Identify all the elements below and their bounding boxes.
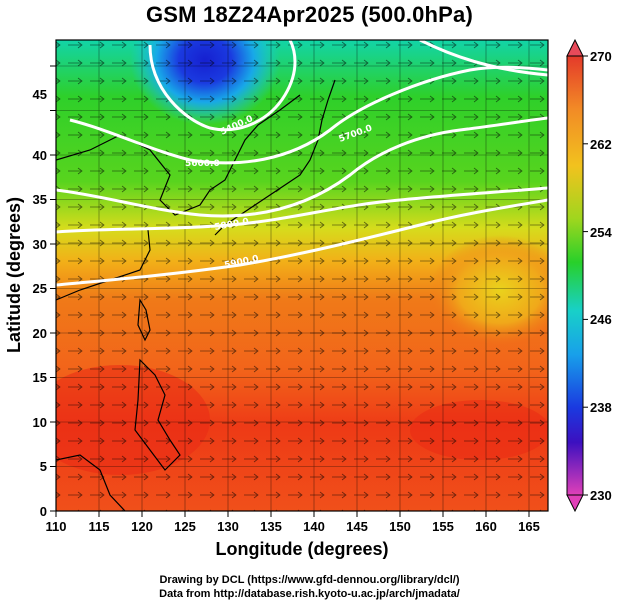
x-tick-label: 120 bbox=[131, 519, 153, 534]
x-tick-label: 155 bbox=[432, 519, 454, 534]
colorbar-label: 262 bbox=[590, 137, 612, 152]
colorbar-label: 238 bbox=[590, 400, 612, 415]
y-tick-label: 10 bbox=[33, 415, 47, 430]
contour-5800 bbox=[56, 186, 548, 234]
streamlines bbox=[56, 40, 548, 511]
y-axis-tick-labels: 0 5 10 15 20 25 30 35 40 45 bbox=[33, 87, 47, 519]
x-tick-label: 130 bbox=[217, 519, 239, 534]
x-tick-label: 110 bbox=[46, 519, 67, 534]
plot-frame bbox=[55, 39, 549, 512]
x-tick-label: 135 bbox=[260, 519, 282, 534]
x-tick-label: 140 bbox=[303, 519, 325, 534]
credit-data-source: Data from http://database.rish.kyoto-u.a… bbox=[159, 588, 460, 600]
y-tick-label: 30 bbox=[33, 237, 47, 252]
x-tick-label: 160 bbox=[475, 519, 497, 534]
colorbar-label: 270 bbox=[590, 49, 612, 64]
gridlines bbox=[56, 40, 548, 511]
x-tick-label: 145 bbox=[346, 519, 368, 534]
coast-philippines bbox=[134, 358, 181, 471]
colorbar-label: 230 bbox=[590, 488, 612, 503]
x-tick-label: 150 bbox=[389, 519, 411, 534]
x-axis-ticks bbox=[55, 511, 530, 517]
coast-taiwan bbox=[137, 298, 151, 342]
y-axis-ticks bbox=[50, 65, 56, 512]
y-tick-label: 20 bbox=[33, 326, 47, 341]
colorbar: 270 262 254 246 238 230 bbox=[566, 38, 612, 513]
credit-drawing: Drawing by DCL (https://www.gfd-dennou.o… bbox=[159, 574, 460, 586]
colorbar-max-arrow bbox=[566, 38, 584, 57]
y-tick-label: 45 bbox=[33, 87, 47, 102]
x-axis-tick-labels: 110 115 120 125 130 135 140 145 150 155 … bbox=[46, 519, 540, 534]
contour-5900 bbox=[56, 198, 548, 287]
y-tick-label: 40 bbox=[33, 148, 47, 163]
colorbar-label: 254 bbox=[590, 225, 612, 240]
contour-5700 bbox=[56, 116, 548, 218]
y-tick-label: 15 bbox=[33, 370, 47, 385]
x-axis-title: Longitude (degrees) bbox=[215, 539, 388, 559]
x-tick-label: 165 bbox=[518, 519, 540, 534]
colorbar-scale bbox=[566, 55, 584, 496]
contour-5400-top bbox=[419, 40, 548, 77]
colorbar-label: 246 bbox=[590, 312, 612, 327]
temperature-field: 5400.0 5700.0 5600.0 5800.0 5900.0 bbox=[56, 40, 548, 511]
y-axis-title: Latitude (degrees) bbox=[4, 197, 24, 353]
contour-5600 bbox=[69, 65, 548, 165]
contour-label: 5600.0 bbox=[185, 159, 220, 169]
y-tick-label: 35 bbox=[33, 192, 47, 207]
coast-china-south bbox=[56, 229, 151, 301]
height-contours bbox=[56, 40, 548, 287]
x-tick-label: 125 bbox=[174, 519, 196, 534]
map-title: GSM 18Z24Apr2025 (500.0hPa) bbox=[146, 2, 473, 27]
y-tick-label: 25 bbox=[33, 281, 47, 296]
y-tick-label: 5 bbox=[40, 459, 47, 474]
x-tick-label: 115 bbox=[89, 519, 110, 534]
y-tick-label: 0 bbox=[40, 504, 47, 519]
coast-borneo bbox=[56, 454, 126, 511]
colorbar-min-arrow bbox=[566, 494, 584, 513]
contour-5400 bbox=[148, 40, 297, 132]
